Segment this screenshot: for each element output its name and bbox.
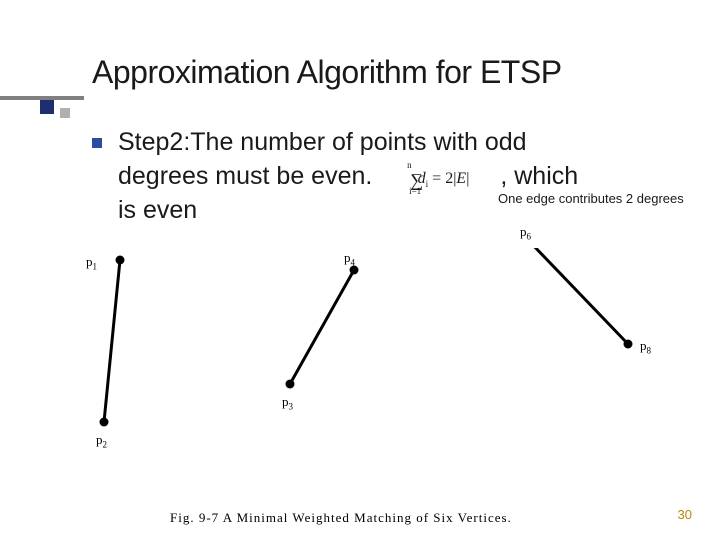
slide-body: Step2:The number of points with odd degr… — [92, 126, 692, 227]
title-area: Approximation Algorithm for ETSP — [0, 0, 720, 48]
slide-title: Approximation Algorithm for ETSP — [92, 54, 562, 91]
body-text: Step2:The number of points with odd degr… — [118, 126, 578, 227]
body-line2b: , which — [500, 162, 578, 190]
figure-caption: Fig. 9-7 A Minimal Weighted Matching of … — [170, 510, 512, 526]
figure-area: p1p2p3p4p6p8 — [60, 248, 680, 468]
accent-square-navy — [40, 100, 54, 114]
figure-svg — [60, 248, 680, 468]
point-label-p6: p6 — [520, 224, 531, 242]
point-label-p4: p4 — [344, 250, 355, 268]
point-label-p3: p3 — [282, 394, 293, 412]
accent-square-gray — [60, 108, 70, 118]
point-label-p1: p1 — [86, 254, 97, 272]
annotation: One edge contributes 2 degrees — [498, 191, 684, 206]
formula: ∑i=1ndi = 2|E| — [410, 165, 491, 190]
point-label-p2: p2 — [96, 432, 107, 450]
bullet-icon — [92, 138, 102, 148]
body-line3: is even — [118, 196, 197, 224]
point-label-p8: p8 — [640, 338, 651, 356]
body-line2a: degrees must be even. — [118, 162, 372, 190]
page-number: 30 — [678, 507, 692, 522]
body-line1: Step2:The number of points with odd — [118, 128, 527, 156]
